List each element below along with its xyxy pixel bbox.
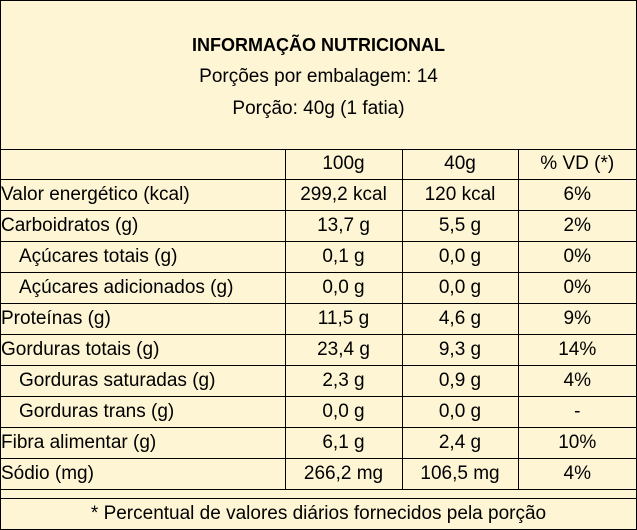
value-per-100g: 0,0 g [284, 272, 403, 304]
table-header-row: 100g 40g % VD (*) [1, 149, 636, 180]
value-vd: 4% [517, 365, 636, 397]
value-per-serving: 9,3 g [401, 334, 519, 366]
table-row: Gorduras totais (g) 23,4 g 9,3 g 14% [1, 334, 636, 366]
value-per-100g: 266,2 mg [284, 458, 403, 490]
label-title: INFORMAÇÃO NUTRICIONAL [192, 35, 445, 55]
value-per-100g: 2,3 g [284, 365, 403, 397]
nutrient-name: Valor energético (kcal) [1, 179, 286, 211]
value-per-100g: 299,2 kcal [284, 179, 403, 211]
header-blank-cell [1, 149, 286, 180]
value-vd: 9% [517, 303, 636, 335]
column-header-vd: % VD (*) [517, 149, 636, 180]
value-vd: 4% [517, 458, 636, 490]
value-per-serving: 2,4 g [401, 427, 519, 459]
value-vd: 6% [517, 179, 636, 211]
nutrient-name: Proteínas (g) [1, 303, 286, 335]
nutrition-table: 100g 40g % VD (*) Valor energético (kcal… [1, 149, 636, 490]
nutrient-name: Açúcares totais (g) [1, 241, 286, 273]
value-per-serving: 5,5 g [401, 210, 519, 242]
serving-size: Porção: 40g (1 fatia) [232, 98, 405, 119]
value-vd: 10% [517, 427, 636, 459]
table-row: Gorduras trans (g) 0,0 g 0,0 g - [1, 396, 636, 428]
nutrient-name: Fibra alimentar (g) [1, 427, 286, 459]
value-per-100g: 11,5 g [284, 303, 403, 335]
table-row: Açúcares totais (g) 0,1 g 0,0 g 0% [1, 241, 636, 273]
column-header-100g: 100g [284, 149, 403, 180]
table-row: Carboidratos (g) 13,7 g 5,5 g 2% [1, 210, 636, 242]
table-row: Sódio (mg) 266,2 mg 106,5 mg 4% [1, 458, 636, 490]
value-per-100g: 0,0 g [284, 396, 403, 428]
value-per-100g: 0,1 g [284, 241, 403, 273]
value-per-serving: 0,0 g [401, 241, 519, 273]
nutrient-name: Sódio (mg) [1, 458, 286, 490]
table-row: Proteínas (g) 11,5 g 4,6 g 9% [1, 303, 636, 335]
table-row: Fibra alimentar (g) 6,1 g 2,4 g 10% [1, 427, 636, 459]
value-vd: 14% [517, 334, 636, 366]
nutrient-name: Carboidratos (g) [1, 210, 286, 242]
value-per-serving: 0,9 g [401, 365, 519, 397]
table-row: Valor energético (kcal) 299,2 kcal 120 k… [1, 179, 636, 211]
value-per-serving: 0,0 g [401, 272, 519, 304]
value-vd: 2% [517, 210, 636, 242]
label-header: INFORMAÇÃO NUTRICIONAL Porções por embal… [1, 1, 636, 150]
value-vd: 0% [517, 272, 636, 304]
servings-per-package: Porções por embalagem: 14 [199, 66, 438, 87]
value-per-serving: 106,5 mg [401, 458, 519, 490]
value-per-serving: 0,0 g [401, 396, 519, 428]
value-per-serving: 120 kcal [401, 179, 519, 211]
footnote: * Percentual de valores diários fornecid… [1, 498, 636, 530]
value-per-serving: 4,6 g [401, 303, 519, 335]
nutrient-name: Gorduras trans (g) [1, 396, 286, 428]
nutrient-name: Gorduras saturadas (g) [1, 365, 286, 397]
nutrient-name: Açúcares adicionados (g) [1, 272, 286, 304]
table-row: Açúcares adicionados (g) 0,0 g 0,0 g 0% [1, 272, 636, 304]
value-per-100g: 6,1 g [284, 427, 403, 459]
value-vd: - [517, 396, 636, 428]
value-vd: 0% [517, 241, 636, 273]
table-row: Gorduras saturadas (g) 2,3 g 0,9 g 4% [1, 365, 636, 397]
nutrient-name: Gorduras totais (g) [1, 334, 286, 366]
value-per-100g: 13,7 g [284, 210, 403, 242]
value-per-100g: 23,4 g [284, 334, 403, 366]
column-header-serving: 40g [401, 149, 519, 180]
